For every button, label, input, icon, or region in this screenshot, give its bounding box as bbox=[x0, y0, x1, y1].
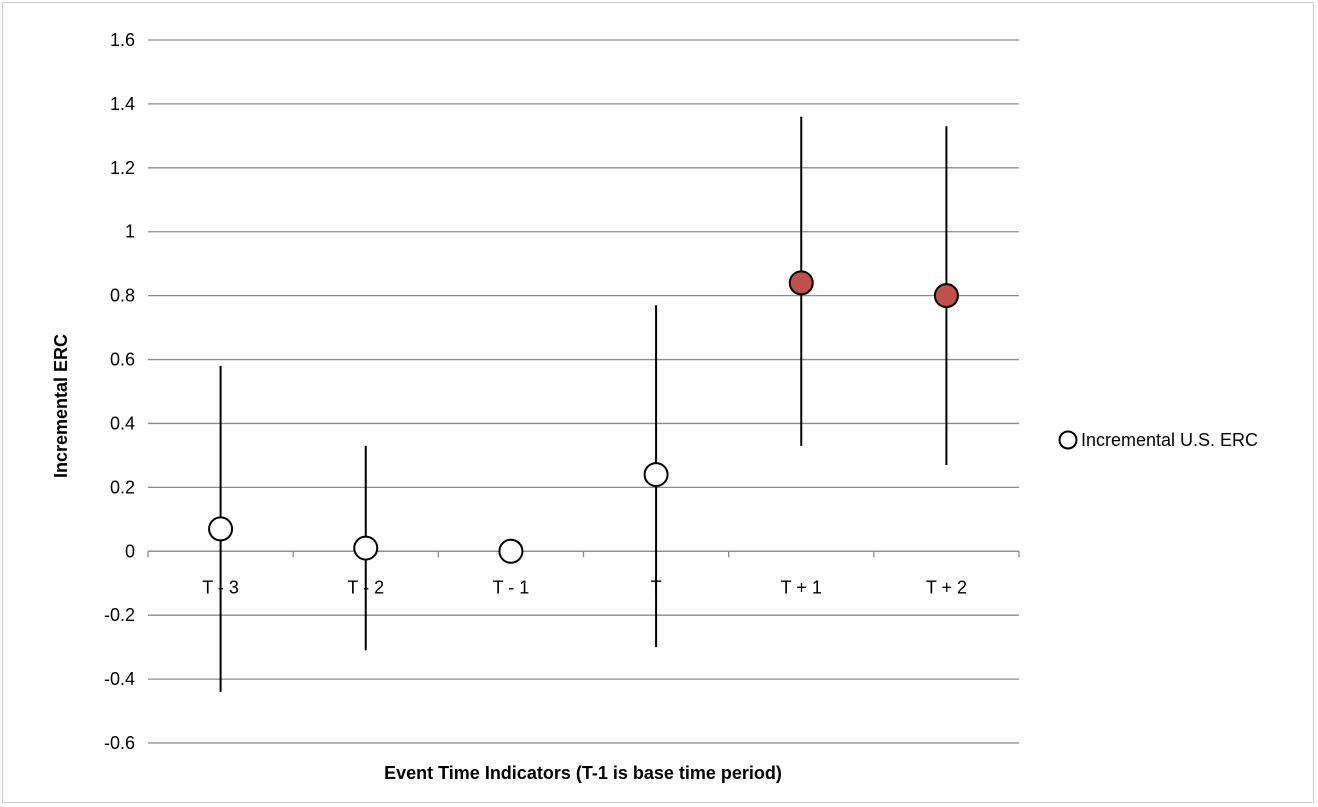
y-tick-label: -0.4 bbox=[104, 669, 135, 689]
x-axis bbox=[147, 550, 1020, 558]
y-tick-label: -0.6 bbox=[104, 733, 135, 753]
y-tick-label: 0.6 bbox=[110, 350, 135, 370]
y-tick-label: -0.2 bbox=[104, 605, 135, 625]
y-tick-label: 1.4 bbox=[110, 94, 135, 114]
y-tick-label: 0.2 bbox=[110, 477, 135, 497]
legend-marker bbox=[1058, 430, 1078, 450]
y-tick-label: 1.6 bbox=[110, 30, 135, 50]
data-point bbox=[208, 516, 234, 542]
x-axis-title: Event Time Indicators (T-1 is base time … bbox=[384, 763, 782, 783]
data-points bbox=[208, 270, 959, 564]
error-bars bbox=[219, 116, 948, 692]
gridlines bbox=[148, 39, 1019, 744]
y-tick-label: 1.2 bbox=[110, 158, 135, 178]
x-tick-labels: T - 3T - 2T - 1TT + 1T + 2 bbox=[202, 577, 967, 597]
x-tick-label: T + 2 bbox=[926, 577, 967, 597]
data-point bbox=[788, 270, 814, 296]
data-point bbox=[498, 538, 524, 564]
y-axis-title: Incremental ERC bbox=[51, 334, 71, 478]
data-point bbox=[353, 535, 379, 561]
x-tick-label: T + 1 bbox=[781, 577, 822, 597]
y-tick-labels: -0.6 -0.4 -0.2 0 0.2 0.4 0.6 0.8 1 1.2 1.4 1.6 bbox=[104, 30, 135, 753]
legend: Incremental U.S. ERC bbox=[1058, 430, 1258, 450]
y-tick-label: 0 bbox=[125, 541, 135, 561]
x-tick-label: T - 1 bbox=[493, 577, 530, 597]
y-tick-label: 0.8 bbox=[110, 286, 135, 306]
data-point bbox=[933, 283, 959, 309]
y-tick-label: 0.4 bbox=[110, 413, 135, 433]
y-tick-label: 1 bbox=[125, 222, 135, 242]
legend-label: Incremental U.S. ERC bbox=[1081, 430, 1258, 450]
data-point bbox=[643, 462, 669, 488]
